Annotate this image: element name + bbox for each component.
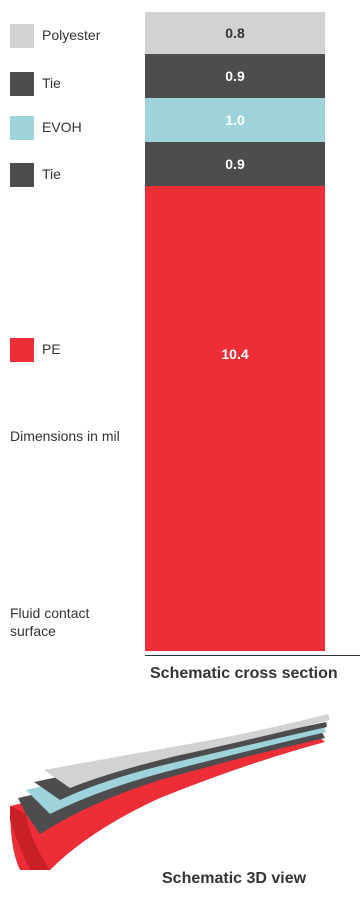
legend-label-polyester: Polyester [42,27,101,43]
legend-label-tie-top: Tie [42,75,61,91]
legend-swatch-evoh [10,116,34,140]
layer-value-pe: 10.4 [221,345,249,362]
layer-tie-top: 0.9 [145,54,325,98]
legend-swatch-tie-top [10,72,34,96]
schematic-3d-illustration [10,714,330,870]
layer-value-tie-bottom: 0.9 [225,156,245,172]
dimensions-note: Dimensions in mil [10,428,120,444]
cross-section-divider [145,655,360,656]
layer-3d-evoh [26,726,326,814]
layer-3d-polyester [44,714,330,788]
legend-label-pe: PE [42,341,61,357]
legend-swatch-polyester [10,24,34,48]
layer-value-evoh: 1.0 [225,112,245,128]
fluid-contact-line-1: Fluid contact [10,605,90,621]
cross-section-caption: Schematic cross section [150,665,338,682]
fluid-contact-label: Fluid contact surface [10,604,89,640]
layer-3d-tie-top [34,722,327,800]
layer-3d-pe [10,738,325,870]
layer-value-tie-top: 0.9 [225,68,245,84]
layer-polyester: 0.8 [145,12,325,54]
fluid-contact-line-2: surface [10,623,56,639]
layer-3d-pe-side [10,806,50,870]
layer-pe: 10.4 [145,186,325,651]
layer-evoh: 1.0 [145,98,325,142]
layer-tie-bottom: 0.9 [145,142,325,186]
layer-value-polyester: 0.8 [225,25,245,41]
layer-3d-tie-bottom [18,732,325,834]
legend-label-evoh: EVOH [42,119,82,135]
legend-swatch-pe [10,338,34,362]
view-3d-caption: Schematic 3D view [162,870,307,887]
legend-swatch-tie-bottom [10,163,34,187]
legend-label-tie-bottom: Tie [42,166,61,182]
